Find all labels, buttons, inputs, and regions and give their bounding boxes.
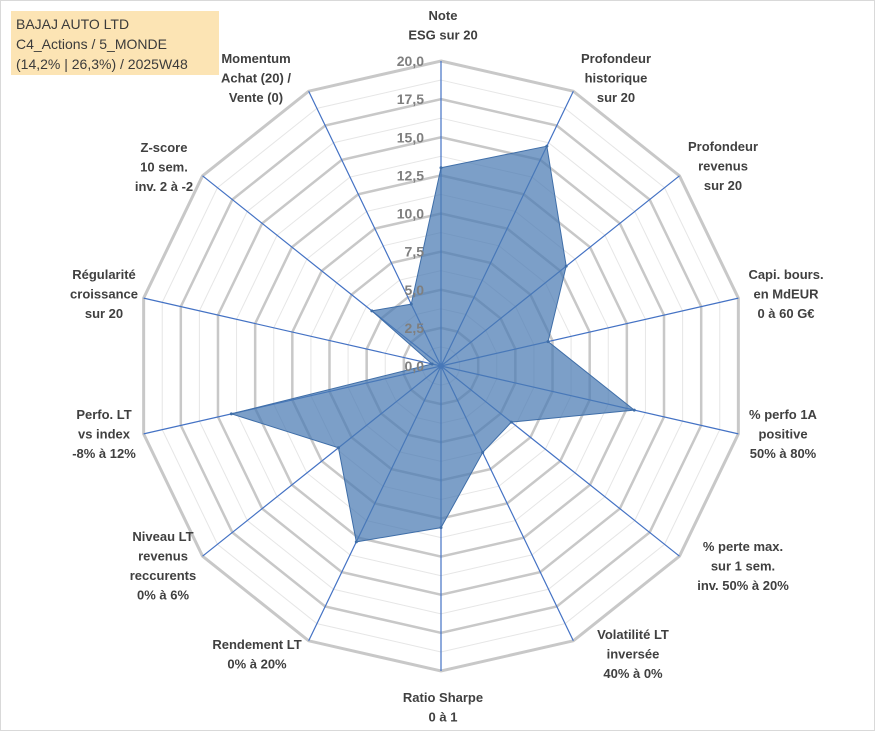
axis-label: positive — [758, 427, 807, 442]
axis-label: inversée — [607, 647, 660, 662]
info-period: (14,2% | 26,3%) / 2025W48 — [16, 56, 188, 72]
axis-label: Note — [429, 8, 458, 23]
axis-label-group: Profondeur historique sur 20 — [581, 51, 651, 105]
axis-label: Z-score — [141, 140, 188, 155]
tick-label: 15,0 — [397, 129, 424, 145]
axis-label-group: Profondeur revenus sur 20 — [688, 139, 758, 193]
axis-label: % perte max. — [703, 539, 783, 554]
data-point — [409, 302, 413, 306]
axis-label: historique — [585, 71, 648, 86]
axis-label-group: % perfo 1A positive 50% à 80% — [749, 407, 818, 461]
tick-label: 17,5 — [397, 91, 424, 107]
axis-label: Profondeur — [581, 51, 651, 66]
axis-label-group: Momentum Achat (20) / Vente (0) — [221, 51, 291, 105]
axis-label-group: Rendement LT 0% à 20% — [212, 637, 301, 672]
tick-label: 7,5 — [405, 244, 425, 260]
tick-label: 0,0 — [405, 358, 425, 374]
axis-label: en MdEUR — [754, 287, 820, 302]
axis-label: croissance — [70, 287, 138, 302]
axis-label: 0% à 6% — [137, 588, 189, 603]
tick-label: 12,5 — [397, 167, 424, 183]
data-point — [632, 408, 636, 412]
tick-label: 10,0 — [397, 206, 424, 222]
axis-label-group: Z-score 10 sem. inv. 2 à -2 — [135, 140, 193, 194]
axis-label-group: Note ESG sur 20 — [408, 8, 477, 43]
tick-label: 2,5 — [405, 320, 425, 336]
axis-spoke — [143, 297, 442, 367]
axis-label: vs index — [78, 427, 131, 442]
data-point — [439, 526, 443, 530]
axis-label: reccurents — [130, 568, 196, 583]
axis-label: sur 1 sem. — [711, 559, 775, 574]
axis-label-group: Volatilité LT inversée 40% à 0% — [597, 627, 669, 681]
axis-label: sur 20 — [704, 178, 742, 193]
data-point — [336, 446, 340, 450]
axis-label: 10 sem. — [140, 160, 188, 175]
axis-label: revenus — [138, 549, 188, 564]
axis-label-group: Capi. bours. en MdEUR 0 à 60 G€ — [748, 267, 823, 321]
data-point — [509, 420, 513, 424]
axis-label: Régularité — [72, 267, 136, 282]
data-point — [439, 166, 443, 170]
axis-label-group: Perfo. LT vs index -8% à 12% — [72, 407, 136, 461]
axis-label: Capi. bours. — [748, 267, 823, 282]
axis-label: Perfo. LT — [76, 407, 131, 422]
axis-label: revenus — [698, 159, 748, 174]
info-box: BAJAJ AUTO LTD C4_Actions / 5_MONDE (14,… — [11, 11, 219, 75]
axis-label-group: Niveau LT revenus reccurents 0% à 6% — [130, 529, 196, 603]
tick-labels: 0,0 2,5 5,0 7,5 10,0 12,5 15,0 17,5 20,0 — [397, 53, 424, 374]
axis-label: sur 20 — [85, 306, 123, 321]
tick-label: 20,0 — [397, 53, 424, 69]
info-company: BAJAJ AUTO LTD — [16, 16, 130, 32]
axis-label-group: Régularité croissance sur 20 — [70, 267, 138, 321]
axis-label: sur 20 — [597, 90, 635, 105]
axis-label: Momentum — [221, 51, 290, 66]
data-point — [354, 540, 358, 544]
axis-label: Volatilité LT — [597, 627, 669, 642]
axis-label: ESG sur 20 — [408, 28, 477, 43]
axis-label: -8% à 12% — [72, 446, 136, 461]
axis-label-group: % perte max. sur 1 sem. inv. 50% à 20% — [697, 539, 789, 593]
axis-label: 50% à 80% — [750, 446, 817, 461]
axis-label: Profondeur — [688, 139, 758, 154]
axis-label-group: Ratio Sharpe 0 à 1 — [403, 690, 483, 725]
data-point — [229, 412, 233, 416]
axis-label: % perfo 1A — [749, 407, 818, 422]
axis-label: Niveau LT — [132, 529, 193, 544]
info-category: C4_Actions / 5_MONDE — [16, 36, 167, 52]
axis-label: 0 à 1 — [429, 710, 458, 725]
axis-label: Rendement LT — [212, 637, 301, 652]
axis-label: Vente (0) — [229, 90, 283, 105]
axis-label: Ratio Sharpe — [403, 690, 483, 705]
axis-label: 0 à 60 G€ — [757, 306, 814, 321]
tick-label: 5,0 — [405, 282, 425, 298]
data-point — [564, 264, 568, 268]
axis-labels: Note ESG sur 20 Profondeur historique sur 20… — [70, 8, 824, 725]
axis-label: inv. 50% à 20% — [697, 578, 789, 593]
axis-label: 40% à 0% — [603, 666, 663, 681]
data-point — [545, 144, 549, 148]
axis-label: Achat (20) / — [221, 71, 291, 86]
axis-label: inv. 2 à -2 — [135, 179, 193, 194]
data-series — [229, 144, 636, 544]
data-point — [481, 451, 485, 455]
data-point — [546, 340, 550, 344]
data-point — [370, 309, 374, 313]
axis-label: 0% à 20% — [227, 657, 287, 672]
data-point — [430, 362, 434, 366]
